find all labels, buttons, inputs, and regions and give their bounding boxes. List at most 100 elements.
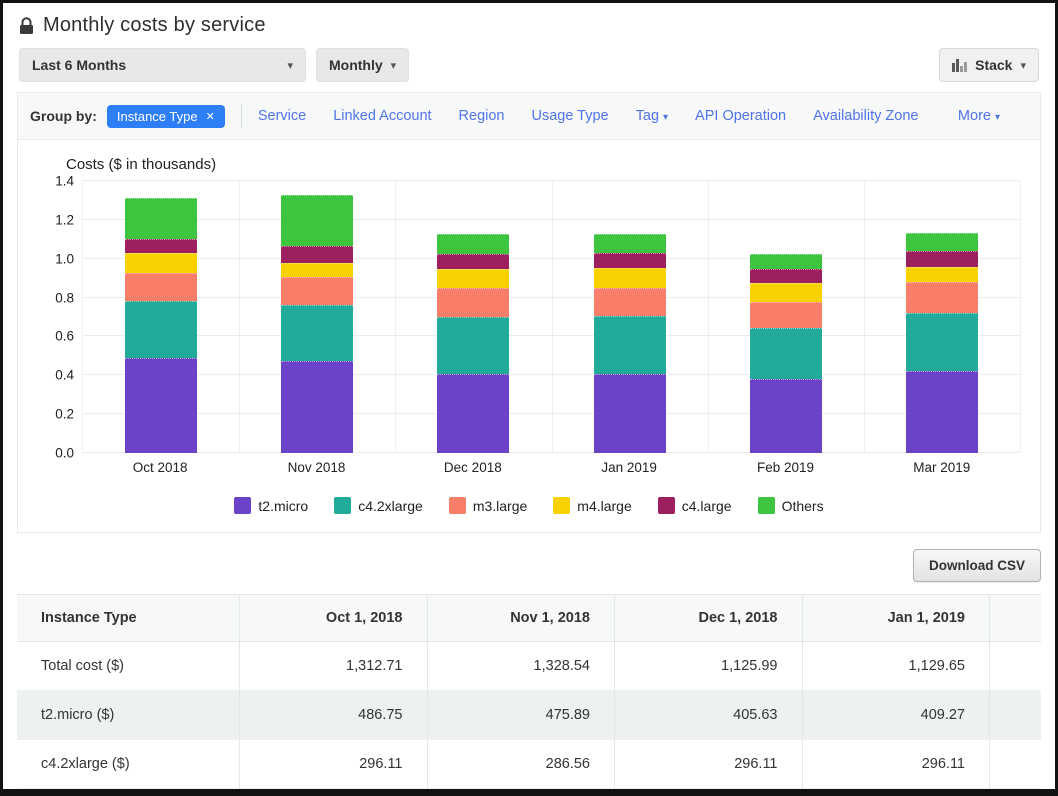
table-header-row: Instance TypeOct 1, 2018Nov 1, 2018Dec 1…	[17, 595, 1041, 642]
report-header: Monthly costs by service	[3, 3, 1055, 41]
groupby-link-api-operation[interactable]: API Operation	[695, 108, 786, 124]
plot-area	[82, 181, 1020, 453]
bar-segment-others[interactable]	[594, 234, 666, 253]
bar-segment-t2-micro[interactable]	[437, 374, 509, 453]
active-group-pill[interactable]: Instance Type ✕	[107, 105, 225, 128]
bar-segment-others[interactable]	[906, 233, 978, 251]
groupby-links: Service Linked Account Region Usage Type Tag…	[258, 108, 1028, 124]
caret-down-icon: ▾	[391, 59, 397, 72]
bar-segment-m3-large[interactable]	[906, 282, 978, 313]
bar-segment-others[interactable]	[437, 234, 509, 253]
bar-segment-m3-large[interactable]	[750, 302, 822, 327]
header-cell-nov-1-2018: Nov 1, 2018	[427, 595, 615, 641]
table-row-t2-micro: t2.micro ($)486.75475.89405.63409.27	[17, 691, 1041, 740]
legend-swatch	[234, 497, 251, 514]
legend-item-m3-large[interactable]: m3.large	[449, 497, 527, 514]
value-cell: 296.11	[802, 740, 990, 788]
bar-segment-m4-large[interactable]	[437, 269, 509, 287]
y-axis-tick: 0.6	[55, 329, 74, 344]
bar-segment-m4-large[interactable]	[750, 283, 822, 302]
bar-segment-c4-2xlarge[interactable]	[125, 301, 197, 359]
granularity-value: Monthly	[329, 57, 383, 73]
stacked-bar-nov-2018	[281, 195, 353, 453]
bar-segment-t2-micro[interactable]	[281, 361, 353, 453]
bar-segment-t2-micro[interactable]	[750, 379, 822, 453]
header-cell-jan-1-2019: Jan 1, 2019	[802, 595, 990, 641]
legend-item-m4-large[interactable]: m4.large	[553, 497, 631, 514]
remove-group-icon[interactable]: ✕	[206, 110, 215, 123]
bar-column-jan-2019	[552, 181, 708, 453]
legend-item-t2-micro[interactable]: t2.micro	[234, 497, 308, 514]
legend-item-c4-2xlarge[interactable]: c4.2xlarge	[334, 497, 423, 514]
bar-segment-c4-2xlarge[interactable]	[906, 313, 978, 371]
bar-columns	[83, 181, 1020, 453]
bar-segment-m3-large[interactable]	[281, 277, 353, 305]
bar-segment-m4-large[interactable]	[125, 253, 197, 273]
bar-segment-c4-2xlarge[interactable]	[281, 305, 353, 361]
groupby-link-tag[interactable]: Tag▾	[636, 108, 668, 124]
bar-segment-m4-large[interactable]	[594, 268, 666, 287]
bar-segment-c4-2xlarge[interactable]	[437, 317, 509, 375]
caret-down-icon: ▾	[663, 112, 668, 123]
bar-segment-m4-large[interactable]	[906, 267, 978, 282]
chart-style-dropdown[interactable]: Stack ▾	[939, 48, 1039, 82]
legend-item-c4-large[interactable]: c4.large	[658, 497, 732, 514]
bar-segment-t2-micro[interactable]	[125, 358, 197, 453]
bar-segment-c4-large[interactable]	[750, 269, 822, 283]
groupby-link-availability-zone[interactable]: Availability Zone	[813, 108, 918, 124]
table-row-partial	[17, 789, 1041, 796]
lock-icon	[19, 17, 34, 35]
bar-segment-t2-micro[interactable]	[594, 374, 666, 453]
y-axis: 0.00.20.40.60.81.01.21.4	[38, 181, 82, 453]
value-cell: 1,312.71	[239, 642, 427, 690]
value-cell: 405.63	[614, 691, 802, 739]
stacked-bar-mar-2019	[906, 233, 978, 453]
groupby-link-more[interactable]: More▾	[958, 108, 1000, 124]
groupby-link-linked-account[interactable]: Linked Account	[333, 108, 431, 124]
bar-segment-c4-large[interactable]	[125, 239, 197, 253]
groupby-link-usage-type[interactable]: Usage Type	[532, 108, 609, 124]
value-cell: 1,125.99	[614, 642, 802, 690]
bar-segment-c4-large[interactable]	[594, 253, 666, 269]
legend-item-others[interactable]: Others	[758, 497, 824, 514]
bar-chart-icon	[952, 59, 967, 72]
legend-swatch	[449, 497, 466, 514]
chart-legend: t2.micro c4.2xlarge m3.large m4.large c4.lar…	[38, 497, 1020, 514]
bar-segment-others[interactable]	[750, 254, 822, 269]
download-csv-button[interactable]: Download CSV	[913, 549, 1041, 582]
y-axis-tick: 0.8	[55, 290, 74, 305]
legend-label: c4.2xlarge	[358, 498, 423, 514]
groupby-link-service[interactable]: Service	[258, 108, 306, 124]
bar-segment-c4-large[interactable]	[281, 246, 353, 263]
bar-segment-m3-large[interactable]	[437, 288, 509, 317]
bar-segment-c4-large[interactable]	[906, 251, 978, 267]
x-axis-label: Nov 2018	[238, 460, 394, 475]
time-range-dropdown[interactable]: Last 6 Months ▾	[19, 48, 306, 82]
stacked-bar-jan-2019	[594, 234, 666, 453]
bar-segment-m4-large[interactable]	[281, 263, 353, 277]
x-axis-label: Mar 2019	[864, 460, 1020, 475]
bar-segment-m3-large[interactable]	[125, 273, 197, 301]
bar-segment-c4-2xlarge[interactable]	[750, 328, 822, 379]
groupby-link-region[interactable]: Region	[459, 108, 505, 124]
bar-column-mar-2019	[864, 181, 1020, 453]
x-axis-label: Dec 2018	[395, 460, 551, 475]
bar-column-feb-2019	[708, 181, 864, 453]
bar-segment-others[interactable]	[125, 198, 197, 239]
table-row-c4-2xlarge: c4.2xlarge ($)296.11286.56296.11296.11	[17, 740, 1041, 789]
bar-segment-c4-large[interactable]	[437, 254, 509, 270]
value-cell: 409.27	[802, 691, 990, 739]
gridline	[1020, 181, 1021, 453]
groupby-bar: Group by: Instance Type ✕ ServiceLinked …	[17, 92, 1041, 139]
legend-label: t2.micro	[258, 498, 308, 514]
x-axis-label: Feb 2019	[707, 460, 863, 475]
bar-segment-m3-large[interactable]	[594, 288, 666, 316]
legend-label: m4.large	[577, 498, 631, 514]
trailing-cell	[989, 740, 1041, 788]
bar-segment-t2-micro[interactable]	[906, 371, 978, 453]
legend-label: Others	[782, 498, 824, 514]
legend-swatch	[334, 497, 351, 514]
bar-segment-others[interactable]	[281, 195, 353, 246]
granularity-dropdown[interactable]: Monthly ▾	[316, 48, 409, 82]
bar-segment-c4-2xlarge[interactable]	[594, 316, 666, 374]
